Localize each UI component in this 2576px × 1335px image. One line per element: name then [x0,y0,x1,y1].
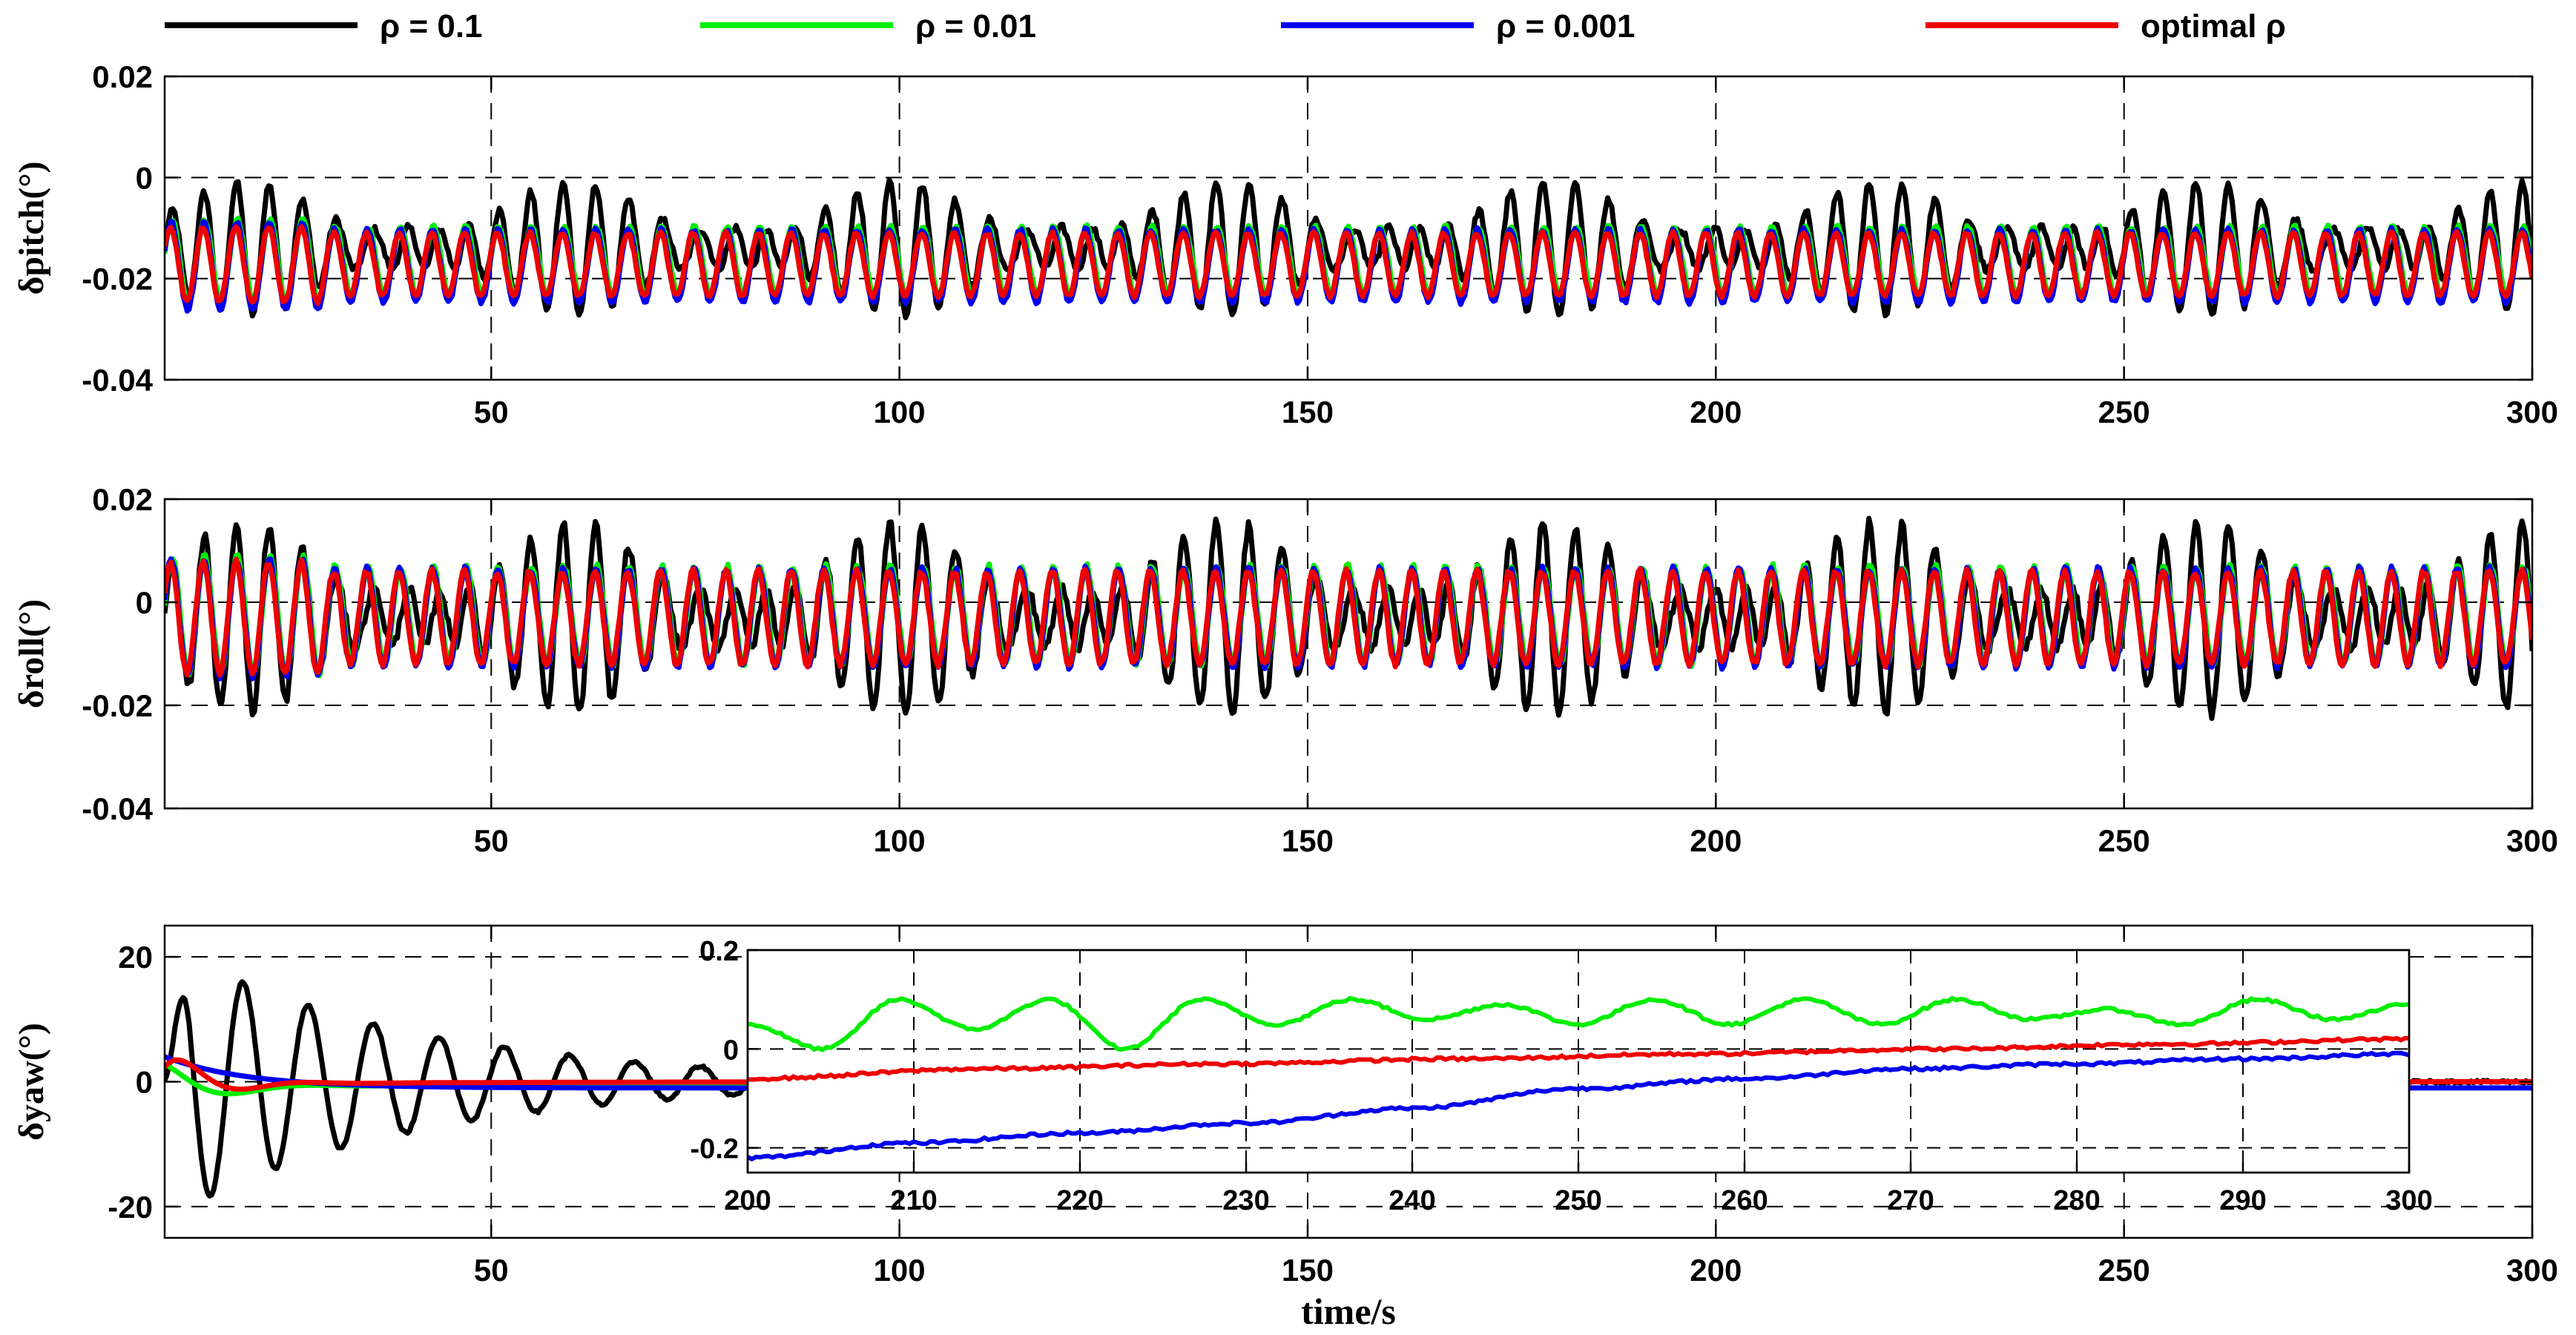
series-roll-3 [165,556,2532,678]
y-tick-label-3: 0.02 [92,482,153,517]
x-tick-label-3: 200 [1690,1253,1742,1288]
inset-y-tick-label-2: 0.2 [699,936,739,967]
series-group [165,515,2532,722]
inset-x-tick-label-3: 230 [1222,1185,1269,1216]
x-tick-label-3: 200 [1690,395,1742,429]
y-axis-label: δpitch(°) [12,161,51,294]
y-tick-label-3: 0.02 [92,59,153,94]
inset-series-1 [747,1035,2410,1083]
inset-x-tick-label-0: 200 [724,1185,771,1216]
inset-x-tick-label-7: 270 [1887,1185,1934,1216]
axes-frame [163,75,2534,381]
x-tick-label-2: 150 [1282,1253,1334,1288]
inset-x-tick-label-1: 210 [890,1185,937,1216]
legend-label-2: ρ = 0.001 [1496,8,1635,44]
x-tick-label-4: 250 [2098,823,2150,858]
inset-x-tick-label-8: 280 [2053,1185,2100,1216]
inset-series-2 [746,1050,2410,1162]
y-tick-label-2: 0 [136,160,153,195]
x-tick-label-0: 50 [474,395,509,429]
x-tick-label-0: 50 [474,823,509,858]
y-axis-label: δyaw(°) [12,1023,51,1141]
x-tick-label-2: 150 [1282,823,1334,858]
x-tick-label-3: 200 [1690,823,1742,858]
series-pitch-3 [165,224,2532,306]
y-tick-label-1: 0 [136,1065,153,1100]
y-tick-label-0: -0.04 [82,363,153,398]
inset-y-tick-label-1: 0 [723,1035,739,1066]
y-tick-label-0: -20 [108,1190,153,1224]
legend-label-0: ρ = 0.1 [380,8,483,44]
x-tick-label-4: 250 [2098,1253,2150,1288]
legend-label-3: optimal ρ [2141,8,2286,44]
inset-x-tick-label-6: 260 [1721,1185,1768,1216]
inset-y-tick-label-0: -0.2 [691,1134,739,1165]
inset-x-tick-label-9: 290 [2219,1185,2266,1216]
y-tick-label-0: -0.04 [82,791,153,826]
inset-x-tick-label-2: 220 [1056,1185,1103,1216]
inset-x-tick-label-5: 250 [1555,1185,1601,1216]
inset-chart: 200 210 220 230 240 250 260 270 280 290 300 -0.2 0 0.… [691,936,2433,1216]
y-axis-label: δroll(°) [12,599,51,708]
legend-label-1: ρ = 0.01 [915,8,1036,44]
inset-x-tick-label-4: 240 [1389,1185,1435,1216]
x-tick-label-1: 100 [874,823,926,858]
y-tick-label-2: 0 [136,585,153,620]
legend: ρ = 0.1 ρ = 0.01 ρ = 0.001 optimal ρ [165,8,2286,44]
inset-x-tick-label-10: 300 [2385,1185,2432,1216]
axes-frame [163,498,2534,810]
x-axis-label: time/s [1301,1290,1396,1332]
x-tick-label-4: 250 [2098,395,2150,429]
y-tick-label-1: -0.02 [82,262,153,297]
inset-series-0 [748,995,2410,1052]
x-tick-label-0: 50 [474,1253,509,1288]
x-tick-label-5: 300 [2506,395,2558,429]
x-tick-label-1: 100 [874,395,926,429]
x-tick-label-5: 300 [2506,823,2558,858]
series-group [165,177,2532,320]
x-tick-label-1: 100 [874,1253,926,1288]
x-tick-label-2: 150 [1282,395,1334,429]
y-tick-label-2: 20 [118,940,153,975]
x-tick-label-5: 300 [2506,1253,2558,1288]
panel-roll: 50 100 150 200 250 300 -0.04 -0.02 0 0.02 δroll(°) [12,482,2558,858]
panel-pitch: 50 100 150 200 250 300 -0.04 -0.02 0 0.02 δpitch(°… [12,59,2558,429]
y-tick-label-1: -0.02 [82,688,153,723]
